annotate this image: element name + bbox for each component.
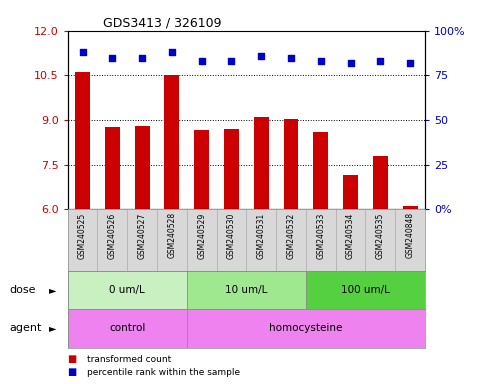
Bar [306,271,425,309]
Text: GSM240527: GSM240527 [138,212,146,258]
Text: 0 um/L: 0 um/L [109,285,145,295]
Bar [224,129,239,209]
Bar [373,156,388,209]
Bar [135,126,150,209]
Bar [194,131,209,209]
Bar [284,119,298,209]
Text: GSM240530: GSM240530 [227,212,236,259]
Bar [75,73,90,209]
Text: GDS3413 / 326109: GDS3413 / 326109 [103,17,222,30]
Bar [68,271,187,309]
Text: dose: dose [10,285,36,295]
Bar [164,75,179,209]
Point [138,55,146,61]
Text: ■: ■ [68,354,77,364]
Point [198,58,206,64]
Bar [343,175,358,209]
Point [377,58,384,64]
Text: ■: ■ [68,367,77,377]
Text: 100 um/L: 100 um/L [341,285,390,295]
Point [109,55,116,61]
Bar [254,117,269,209]
Text: GSM240529: GSM240529 [197,212,206,258]
Point [79,49,86,55]
Text: GSM240534: GSM240534 [346,212,355,259]
Bar [187,271,306,309]
Text: GSM240533: GSM240533 [316,212,325,259]
Text: ►: ► [49,285,57,295]
Point [347,60,355,66]
Text: homocysteine: homocysteine [269,323,342,333]
Text: agent: agent [10,323,42,333]
Text: GSM240532: GSM240532 [286,212,296,258]
Text: GSM240525: GSM240525 [78,212,87,258]
Bar [105,127,120,209]
Text: GSM240528: GSM240528 [168,212,176,258]
Text: GSM240526: GSM240526 [108,212,117,258]
Point [168,49,176,55]
Point [287,55,295,61]
Text: GSM240531: GSM240531 [257,212,266,258]
Point [317,58,325,64]
Bar [313,132,328,209]
Bar [403,206,418,209]
Text: GSM240535: GSM240535 [376,212,385,259]
Point [227,58,235,64]
Text: 10 um/L: 10 um/L [225,285,268,295]
Text: control: control [109,323,145,333]
Text: percentile rank within the sample: percentile rank within the sample [87,368,240,377]
Bar [68,309,187,348]
Point [406,60,414,66]
Text: GSM240848: GSM240848 [406,212,414,258]
Bar [187,309,425,348]
Point [257,53,265,59]
Text: ►: ► [49,323,57,333]
Text: transformed count: transformed count [87,354,171,364]
